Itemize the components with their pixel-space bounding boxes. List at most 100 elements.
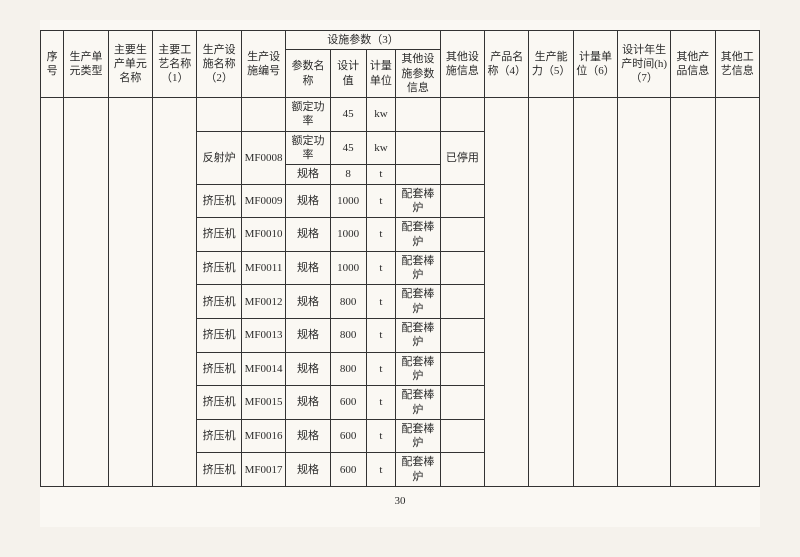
- cell-value: 600: [330, 419, 366, 453]
- cell-unit: t: [366, 386, 396, 420]
- cell-unit: t: [366, 251, 396, 285]
- cell-value: 800: [330, 352, 366, 386]
- cell-pinfo: 配套棒炉: [396, 285, 440, 319]
- col-other-fac: 其他设施信息: [440, 31, 484, 98]
- cell-code: [241, 98, 285, 132]
- cell-value: 1000: [330, 218, 366, 252]
- cell-facility: 挤压机: [197, 251, 241, 285]
- col-other-param: 其他设施参数信息: [396, 50, 440, 98]
- cell-meas-unit: [573, 98, 617, 487]
- cell-capacity: [529, 98, 573, 487]
- cell-product: [485, 98, 529, 487]
- cell-other-facility-info: [440, 453, 484, 487]
- cell-facility: [197, 98, 241, 132]
- cell-other-facility-info: [440, 98, 484, 132]
- cell-code: MF0014: [241, 352, 285, 386]
- cell-code: MF0015: [241, 386, 285, 420]
- cell-unit: t: [366, 184, 396, 218]
- cell-facility: 挤压机: [197, 285, 241, 319]
- cell-other-facility-info: [440, 251, 484, 285]
- col-capacity: 生产能力（5）: [529, 31, 573, 98]
- cell-facility: 挤压机: [197, 218, 241, 252]
- cell-other-facility-info: [440, 218, 484, 252]
- cell-facility: 挤压机: [197, 352, 241, 386]
- cell-unit: t: [366, 319, 396, 353]
- cell-unit: kw: [366, 98, 396, 132]
- cell-param: 规格: [286, 419, 330, 453]
- cell-hours: [618, 98, 671, 487]
- cell-pinfo: [396, 98, 440, 132]
- cell-param: 规格: [286, 352, 330, 386]
- cell-pinfo: 配套棒炉: [396, 251, 440, 285]
- cell-value: 800: [330, 285, 366, 319]
- cell-value: 8: [330, 165, 366, 184]
- cell-pinfo: 配套棒炉: [396, 218, 440, 252]
- cell-value: 800: [330, 319, 366, 353]
- cell-other-facility-info: [440, 184, 484, 218]
- cell-facility: 挤压机: [197, 453, 241, 487]
- col-unit-type: 生产单元类型: [64, 31, 108, 98]
- col-other-proc: 其他工艺信息: [715, 31, 759, 98]
- cell-value: 1000: [330, 251, 366, 285]
- cell-pinfo: 配套棒炉: [396, 319, 440, 353]
- cell-param: 规格: [286, 453, 330, 487]
- cell-param: 规格: [286, 386, 330, 420]
- cell-seq: [41, 98, 64, 487]
- col-unit-name: 主要生产单元名称: [108, 31, 152, 98]
- facility-table: 序号 生产单元类型 主要生产单元名称 主要工艺名称（1） 生产设施名称（2） 生…: [40, 30, 760, 487]
- col-process: 主要工艺名称（1）: [153, 31, 197, 98]
- cell-facility: 挤压机: [197, 419, 241, 453]
- cell-value: 45: [330, 98, 366, 132]
- cell-param: 规格: [286, 184, 330, 218]
- cell-pinfo: [396, 165, 440, 184]
- cell-facility: 挤压机: [197, 386, 241, 420]
- cell-unit: t: [366, 285, 396, 319]
- cell-pinfo: 配套棒炉: [396, 453, 440, 487]
- col-facility: 生产设施名称（2）: [197, 31, 241, 98]
- cell-other-facility-info: [440, 419, 484, 453]
- cell-code: MF0012: [241, 285, 285, 319]
- cell-facility: 反射炉: [197, 131, 241, 184]
- cell-other-process: [715, 98, 759, 487]
- cell-code: MF0011: [241, 251, 285, 285]
- cell-facility: 挤压机: [197, 184, 241, 218]
- col-params-group: 设施参数（3）: [286, 31, 440, 50]
- table-body: 额定功率45kw反射炉MF0008额定功率45kw已停用规格8t挤压机MF000…: [41, 98, 760, 487]
- cell-other-facility-info: [440, 386, 484, 420]
- cell-unit-type: [64, 98, 108, 487]
- col-seq: 序号: [41, 31, 64, 98]
- cell-unit: t: [366, 453, 396, 487]
- cell-param: 规格: [286, 165, 330, 184]
- cell-param: 规格: [286, 218, 330, 252]
- cell-param: 规格: [286, 285, 330, 319]
- cell-unit: t: [366, 352, 396, 386]
- cell-param: 规格: [286, 251, 330, 285]
- col-product: 产品名称（4）: [485, 31, 529, 98]
- cell-pinfo: 配套棒炉: [396, 419, 440, 453]
- document-page: 序号 生产单元类型 主要生产单元名称 主要工艺名称（1） 生产设施名称（2） 生…: [40, 20, 760, 527]
- cell-other-facility-info: 已停用: [440, 131, 484, 184]
- cell-value: 600: [330, 386, 366, 420]
- cell-unit: t: [366, 165, 396, 184]
- cell-pinfo: [396, 131, 440, 165]
- col-meas-unit: 计量单位: [366, 50, 396, 98]
- cell-pinfo: 配套棒炉: [396, 386, 440, 420]
- cell-value: 45: [330, 131, 366, 165]
- cell-code: MF0008: [241, 131, 285, 184]
- cell-process: [153, 98, 197, 487]
- cell-unit-name: [108, 98, 152, 487]
- cell-other-product: [671, 98, 715, 487]
- cell-code: MF0017: [241, 453, 285, 487]
- cell-param: 额定功率: [286, 131, 330, 165]
- cell-other-facility-info: [440, 285, 484, 319]
- cell-pinfo: 配套棒炉: [396, 184, 440, 218]
- cell-unit: t: [366, 419, 396, 453]
- cell-other-facility-info: [440, 319, 484, 353]
- cell-value: 600: [330, 453, 366, 487]
- page-number: 30: [40, 495, 760, 507]
- col-param-name: 参数名称: [286, 50, 330, 98]
- col-code: 生产设施编号: [241, 31, 285, 98]
- table-row: 额定功率45kw: [41, 98, 760, 132]
- col-design-val: 设计值: [330, 50, 366, 98]
- cell-code: MF0009: [241, 184, 285, 218]
